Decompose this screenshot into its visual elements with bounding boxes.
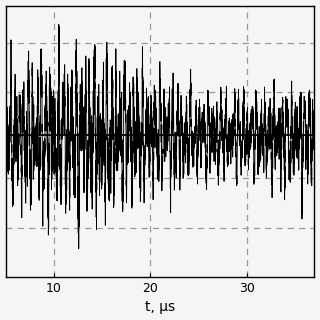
X-axis label: t, μs: t, μs <box>145 300 175 315</box>
